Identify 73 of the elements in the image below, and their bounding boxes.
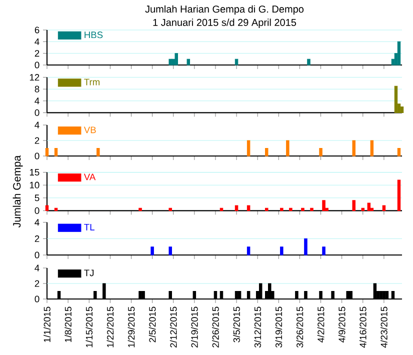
- y-tick-label: 4: [34, 98, 40, 104]
- x-tick-label: 3/5/2015: [233, 306, 240, 342]
- chart-title: Jumlah Harian Gempa di G. Dempo: [145, 5, 304, 15]
- bar: [289, 208, 292, 211]
- legend-label: Trm: [84, 78, 100, 86]
- x-tick-label: 4/2/2015: [317, 306, 324, 342]
- bar: [45, 205, 49, 211]
- bar: [54, 208, 58, 211]
- x-tick-label: 2/12/2015: [170, 306, 177, 348]
- y-tick-label: 15: [30, 169, 40, 176]
- y-tick-label: 0: [34, 252, 40, 258]
- bar: [174, 53, 178, 66]
- bar: [168, 58, 172, 66]
- bar: [394, 86, 398, 113]
- bar: [301, 208, 304, 211]
- bar: [361, 208, 365, 211]
- x-tick-label: 3/19/2015: [275, 306, 282, 348]
- legend-label: VA: [84, 174, 96, 180]
- x-tick-label: 4/23/2015: [380, 306, 388, 348]
- y-tick-label: 2: [34, 50, 40, 57]
- bar: [310, 208, 314, 211]
- bar: [367, 202, 371, 211]
- y-tick-label: 4: [34, 122, 40, 128]
- bar: [138, 208, 142, 211]
- bar: [186, 58, 190, 66]
- bar: [280, 208, 284, 211]
- bar: [168, 208, 172, 211]
- x-tick-label: 4/9/2015: [338, 306, 346, 342]
- y-tick-label: 5: [34, 194, 40, 202]
- y-tick-label: 2: [34, 280, 40, 287]
- y-tick-label: 8: [34, 86, 40, 92]
- x-tick-label: 1/1/2015: [44, 306, 50, 342]
- bar: [246, 205, 250, 211]
- y-tick-label: 2: [34, 235, 40, 242]
- y-tick-label: 0: [34, 109, 40, 116]
- x-tick-label: 2/5/2015: [148, 306, 156, 342]
- bar: [397, 180, 401, 211]
- y-axis-title: Jumlah Gempa: [12, 155, 23, 228]
- y-tick-label: 6: [34, 26, 40, 34]
- bar: [220, 208, 224, 211]
- bar: [265, 208, 268, 211]
- y-tick-label: 2: [34, 137, 40, 144]
- bar: [382, 205, 386, 211]
- legend-label: TJ: [84, 270, 94, 276]
- bar: [234, 58, 238, 66]
- legend-label: VB: [84, 126, 96, 134]
- x-tick-label: 2/26/2015: [212, 306, 219, 348]
- x-tick-label: 1/8/2015: [64, 306, 72, 342]
- y-tick-label: 4: [34, 264, 40, 272]
- y-tick-label: 4: [34, 219, 40, 226]
- x-tick-label: 2/19/2015: [191, 306, 198, 348]
- legend-label: TL: [84, 224, 94, 230]
- x-tick-label: 3/12/2015: [254, 306, 262, 348]
- x-tick-label: 1/29/2015: [128, 306, 135, 348]
- legend-label: HBS: [84, 32, 103, 38]
- bar: [397, 41, 401, 66]
- bar: [234, 205, 238, 211]
- bar: [400, 106, 404, 113]
- y-tick-label: 4: [34, 38, 40, 45]
- y-tick-label: 0: [34, 62, 40, 68]
- x-tick-label: 1/15/2015: [86, 306, 93, 348]
- bar: [322, 200, 326, 211]
- x-tick-label: 4/16/2015: [359, 306, 366, 348]
- y-tick-label: 12: [30, 74, 40, 81]
- chart-subtitle: 1 Januari 2015 s/d 29 April 2015: [153, 18, 296, 28]
- bar: [307, 58, 310, 66]
- y-tick-label: 0: [34, 207, 40, 214]
- y-tick-label: 10: [30, 182, 40, 188]
- x-tick-label: 1/22/2015: [106, 306, 114, 348]
- bar: [352, 200, 356, 211]
- y-tick-label: 0: [34, 152, 40, 160]
- y-tick-label: 0: [34, 296, 40, 302]
- x-tick-label: 3/26/2015: [296, 306, 304, 348]
